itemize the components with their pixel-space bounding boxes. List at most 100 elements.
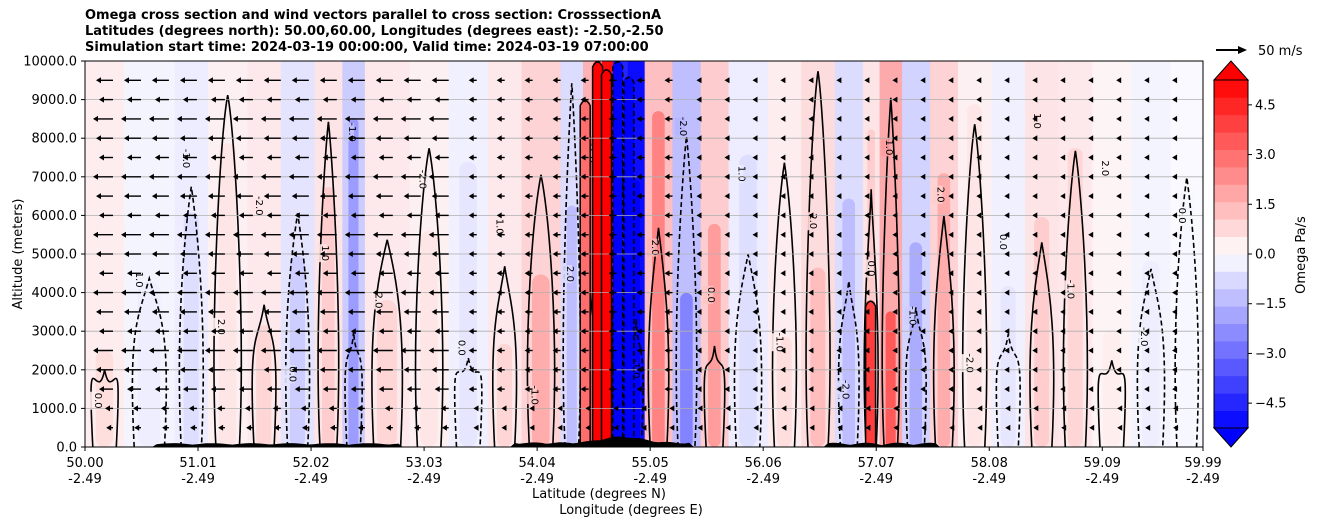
omega-core	[909, 242, 923, 447]
contour-line	[623, 76, 635, 447]
wind-vector-head	[608, 328, 614, 335]
wind-vector-head	[580, 289, 586, 296]
omega-core	[632, 180, 640, 447]
x-tick-label-latitude: 55.05	[632, 456, 669, 471]
colorbar-segment	[1214, 97, 1248, 116]
wind-vector-head	[585, 424, 591, 431]
wind-vector-head	[403, 135, 409, 142]
wind-vector-head	[260, 173, 266, 180]
wind-vector-head	[1088, 289, 1094, 296]
wind-vector-head	[238, 328, 244, 335]
wind-vector-head	[808, 173, 814, 180]
y-tick-label: 10000.0	[23, 55, 77, 70]
contour-label: -1.0	[1064, 280, 1075, 300]
wind-vector-head	[375, 308, 381, 315]
wind-vector-head	[1004, 193, 1010, 200]
contour-label: 0.0	[865, 261, 876, 277]
wind-vector-head	[781, 405, 787, 412]
wind-vector-head	[664, 135, 670, 142]
colorbar-segment	[1214, 132, 1248, 150]
wind-vector-head	[1004, 289, 1010, 296]
wind-vector-head	[664, 251, 670, 257]
wind-vector-head	[976, 289, 982, 296]
wind-vector-head	[780, 366, 786, 373]
wind-vector-head	[1173, 424, 1179, 431]
wind-vector-head	[300, 405, 306, 412]
contour-label-bg	[284, 365, 295, 384]
contour-label-bg	[370, 291, 381, 310]
wind-vector-head	[752, 386, 758, 393]
wind-vector-head	[752, 270, 758, 277]
wind-vector-head	[1004, 173, 1010, 180]
wind-vector-head	[238, 96, 244, 103]
wind-vector-head	[920, 77, 926, 84]
wind-vector-head	[976, 154, 982, 161]
wind-vector-head	[1116, 135, 1122, 142]
wind-vector-head	[121, 231, 126, 238]
contour-label: -2.0	[586, 143, 597, 163]
wind-vector-head	[350, 212, 356, 219]
x-tick-label-longitude: -2.49	[633, 472, 667, 487]
wind-vector-head	[93, 289, 98, 296]
wind-vector-head	[864, 115, 870, 122]
wind-vector-head	[1060, 308, 1066, 315]
x-tick-label-latitude: 57.07	[858, 456, 895, 471]
wind-vector-head	[378, 96, 384, 103]
contour-label-bg	[863, 259, 874, 278]
wind-vector-head	[921, 405, 927, 412]
wind-vector-head	[808, 251, 814, 257]
omega-core	[885, 311, 896, 447]
contour-label: 0.0	[287, 366, 298, 382]
wind-vector-head	[892, 366, 898, 373]
wind-vector-head	[182, 386, 188, 393]
wind-vector-head	[344, 231, 350, 238]
wind-vector-head	[864, 212, 870, 219]
wind-vector-head	[272, 405, 278, 412]
wind-vector-head	[580, 173, 586, 180]
wind-vector-head	[836, 347, 842, 354]
wind-vector-head	[124, 135, 129, 142]
wind-vector-head	[207, 193, 213, 200]
contour-line	[881, 97, 901, 447]
contour-label: -1.0	[907, 306, 918, 326]
wind-vector-head	[1144, 386, 1150, 393]
wind-vector-head	[350, 96, 356, 103]
wind-vector-head	[319, 135, 325, 142]
wind-vector-head	[524, 328, 530, 335]
wind-vector-head	[976, 135, 982, 142]
wind-vector-head	[93, 173, 98, 180]
wind-vector-head	[328, 405, 334, 412]
wind-vector-head	[266, 328, 272, 335]
wind-vector-head	[1061, 424, 1067, 431]
wind-vector-head	[949, 424, 955, 431]
wind-vector-head	[266, 212, 272, 219]
y-tick-label: 7000.0	[32, 170, 78, 185]
wind-vector-head	[524, 173, 530, 180]
wind-vector-head	[291, 308, 297, 315]
wind-vector-head	[210, 386, 216, 393]
colorbar-extend-min	[1212, 427, 1250, 448]
wind-vector-head	[431, 366, 437, 373]
contour-label-bg	[771, 333, 782, 352]
wind-vector-head	[179, 135, 185, 142]
wind-vector-head	[552, 154, 558, 161]
wind-vector-head	[235, 308, 241, 315]
wind-vector-head	[836, 212, 842, 219]
wind-vector-head	[1032, 328, 1038, 335]
wind-vector-head	[294, 212, 300, 219]
wind-vector-head	[406, 154, 412, 161]
omega-core	[1179, 191, 1194, 447]
chart-title: Omega cross section and wind vectors par…	[85, 8, 664, 56]
y-tick-label: 5000.0	[32, 248, 78, 263]
omega-core	[1067, 147, 1083, 447]
wind-vector-head	[636, 173, 642, 180]
wind-vector-head	[1172, 366, 1178, 373]
contour-label: -2.0	[839, 380, 850, 400]
wind-vector-head	[552, 173, 558, 180]
wind-vector-head	[473, 424, 479, 431]
wind-vector-head	[1116, 328, 1122, 335]
wind-vector-head	[319, 308, 325, 315]
wind-vector-head	[1088, 193, 1094, 200]
wind-vector-head	[154, 386, 160, 393]
wind-vector-head	[179, 251, 185, 257]
